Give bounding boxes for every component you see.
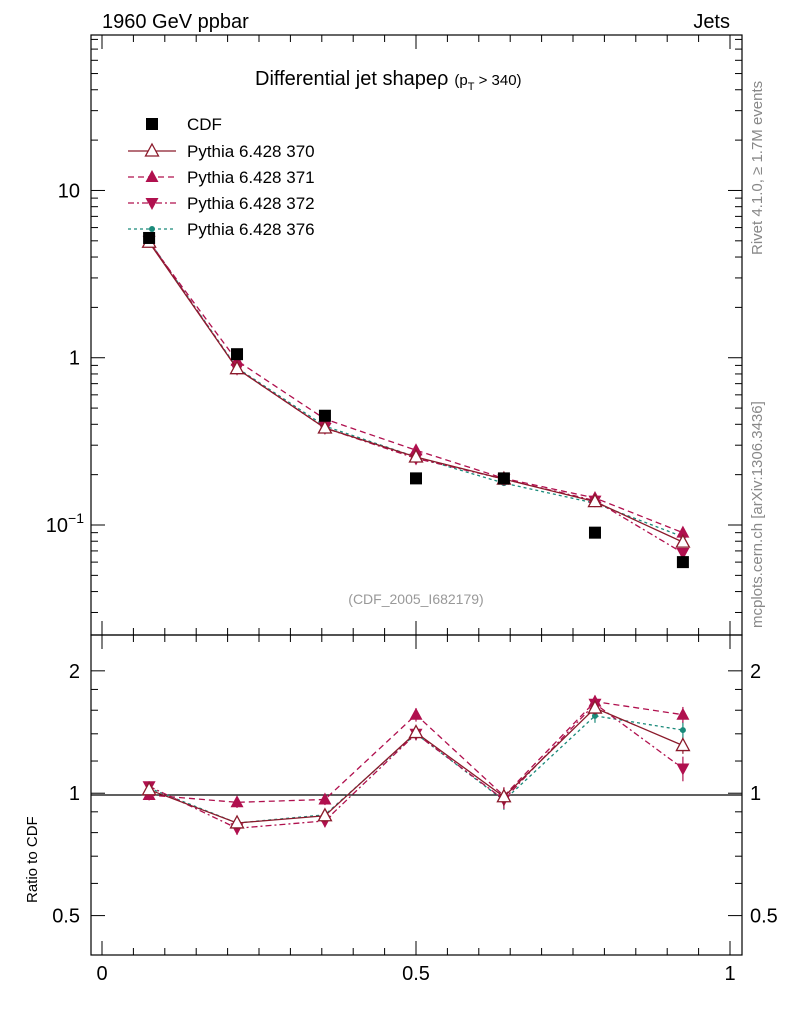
legend-item-p376: Pythia 6.428 376 — [128, 220, 315, 239]
main-title-cut-sub: T — [468, 81, 475, 93]
series-p376 — [146, 237, 686, 540]
series-p372 — [142, 235, 690, 561]
ratio-line-p372 — [148, 702, 684, 829]
main-title-symbol: ρ — [437, 68, 448, 90]
main-title-cut-rest: > 340) — [474, 72, 521, 89]
main-series-group — [141, 231, 691, 569]
point-p370 — [229, 360, 245, 375]
legend-marker-p372 — [145, 198, 159, 210]
legend-label-cdf: CDF — [187, 115, 222, 134]
ratio-point-p370 — [141, 781, 157, 796]
ratio-axis-ticks — [91, 635, 742, 956]
series-line-p376 — [148, 240, 684, 538]
ratio-y-tick-label-left: 1 — [69, 783, 80, 805]
series-line-p370 — [148, 241, 684, 543]
point-p371 — [676, 525, 690, 538]
ratio-panel: 2 21 10.5 0.5 0 0.5 1 Ratio to CDF — [24, 634, 778, 985]
mcplots-label: mcplots.cern.ch [arXiv:1306.3436] — [749, 401, 766, 628]
y-tick-label-base: 10 — [46, 515, 68, 537]
point-p370 — [675, 533, 691, 548]
series-cdf — [143, 231, 689, 569]
ratio-y-tick-label-right: 2 — [750, 661, 761, 683]
legend: CDF Pythia 6.428 370 Pythia 6.428 371 Pythi… — [128, 115, 315, 239]
legend-item-cdf: CDF — [146, 115, 222, 134]
ratio-point-p370 — [408, 724, 424, 739]
legend-marker-p370 — [144, 142, 160, 157]
ratio-point-p370 — [496, 788, 512, 803]
point-p372 — [676, 548, 690, 561]
ratio-y-axis-label: Ratio to CDF — [24, 816, 41, 903]
legend-item-p370: Pythia 6.428 370 — [128, 142, 315, 161]
ratio-point-p371 — [230, 795, 244, 808]
ratio-series-group — [141, 694, 691, 836]
point-cdf — [410, 472, 422, 485]
point-cdf — [676, 556, 689, 569]
legend-item-p371: Pythia 6.428 371 — [128, 168, 315, 187]
ratio-series-p370 — [141, 699, 691, 830]
series-p371 — [142, 235, 690, 538]
y-tick-label-exponent: −1 — [68, 510, 84, 526]
ratio-point-p372 — [676, 763, 690, 776]
point-cdf — [143, 231, 156, 244]
y-tick-label-base: 10 — [58, 180, 80, 202]
series-line-p371 — [148, 241, 684, 534]
point-cdf — [588, 526, 601, 539]
ratio-y-tick-label-right: 1 — [750, 783, 761, 805]
x-tick-labels: 0 0.5 1 — [96, 963, 735, 985]
jets-label: Jets — [693, 11, 730, 33]
point-cdf — [318, 409, 331, 422]
legend-label-p370: Pythia 6.428 370 — [187, 142, 315, 161]
y-tick-label-base: 1 — [69, 348, 80, 370]
point-p370 — [587, 493, 603, 508]
legend-item-p372: Pythia 6.428 372 — [128, 194, 315, 213]
ratio-y-tick-label-left: 0.5 — [52, 906, 80, 928]
x-tick-label: 1 — [724, 963, 735, 985]
ratio-point-p371 — [318, 792, 332, 805]
legend-marker-cdf — [146, 118, 158, 130]
main-axis-ticks — [91, 35, 742, 635]
analysis-id-label: (CDF_2005_I682179) — [348, 591, 483, 607]
ratio-y-tick-labels: 2 2 1 1 0.5 0.5 — [52, 661, 778, 928]
ratio-point-p376 — [591, 712, 598, 719]
ratio-series-p371 — [142, 694, 690, 808]
main-title-text: Differential jet shape — [255, 68, 437, 90]
legend-label-p376: Pythia 6.428 376 — [187, 220, 315, 239]
energy-label: 1960 GeV ppbar — [102, 11, 249, 33]
point-p370 — [408, 448, 424, 463]
point-p370 — [317, 419, 333, 434]
legend-label-p372: Pythia 6.428 372 — [187, 194, 315, 213]
ratio-point-p370 — [317, 807, 333, 822]
point-cdf — [497, 472, 510, 485]
series-line-p372 — [148, 240, 684, 554]
y-tick-label: 1 — [69, 348, 80, 370]
main-title: Differential jet shapeρ (pT > 340) — [255, 68, 522, 93]
ratio-point-p371 — [409, 707, 423, 720]
ratio-point-p371 — [676, 707, 690, 720]
legend-marker-p371 — [145, 170, 159, 182]
ratio-y-tick-label-right: 0.5 — [750, 906, 778, 928]
y-tick-label: 10−1 — [46, 510, 84, 537]
series-p370 — [141, 233, 691, 548]
ratio-point-p370 — [229, 814, 245, 829]
ratio-point-p370 — [675, 737, 691, 752]
ratio-y-tick-label-left: 2 — [69, 661, 80, 683]
x-tick-label: 0.5 — [402, 963, 430, 985]
ratio-point-p376 — [679, 727, 686, 734]
x-tick-label: 0 — [96, 963, 107, 985]
main-title-cut: (p — [454, 72, 467, 89]
rivet-version-label: Rivet 4.1.0, ≥ 1.7M events — [749, 81, 766, 255]
legend-label-p371: Pythia 6.428 371 — [187, 168, 315, 187]
y-tick-label: 10 — [58, 180, 80, 202]
point-cdf — [231, 348, 244, 361]
ratio-point-p370 — [587, 699, 603, 714]
legend-marker-p376 — [149, 226, 155, 232]
